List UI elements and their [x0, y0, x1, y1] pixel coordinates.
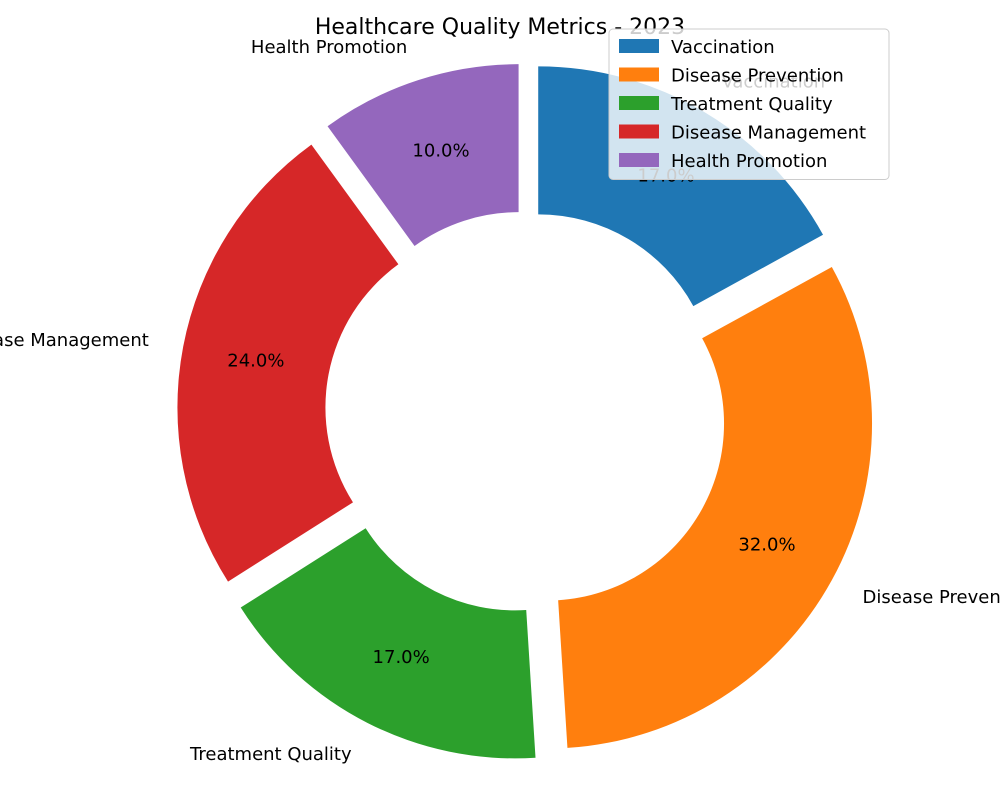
legend-label-treatment-quality: Treatment Quality — [670, 94, 833, 115]
percent-label-treatment-quality: 17.0% — [373, 647, 430, 668]
slice-disease-prevention — [558, 266, 873, 748]
legend-swatch-health-promotion — [619, 153, 659, 167]
percent-label-health-promotion: 10.0% — [412, 140, 469, 161]
percent-label-disease-prevention: 32.0% — [738, 534, 795, 555]
percent-label-disease-management: 24.0% — [227, 350, 284, 371]
slice-label-disease-prevention: Disease Prevention — [863, 587, 1000, 608]
legend-swatch-treatment-quality — [619, 96, 659, 110]
slice-health-promotion — [327, 64, 519, 246]
slice-disease-management — [177, 144, 399, 582]
legend-swatch-disease-management — [619, 124, 659, 139]
slices-group — [177, 64, 873, 759]
legend: Vaccination Disease Prevention Treatment Q… — [608, 28, 890, 180]
legend-label-vaccination: Vaccination — [671, 37, 775, 58]
legend-label-disease-management: Disease Management — [671, 123, 866, 144]
legend-swatch-disease-prevention — [619, 67, 659, 82]
legend-box — [608, 28, 890, 180]
legend-swatch-vaccination — [619, 39, 659, 53]
slice-label-health-promotion: Health Promotion — [251, 37, 407, 58]
legend-label-disease-prevention: Disease Prevention — [671, 66, 844, 87]
slice-treatment-quality — [240, 528, 536, 759]
slice-label-treatment-quality: Treatment Quality — [189, 744, 352, 765]
slice-label-disease-management: Disease Management — [0, 330, 149, 351]
legend-label-health-promotion: Health Promotion — [671, 151, 827, 172]
